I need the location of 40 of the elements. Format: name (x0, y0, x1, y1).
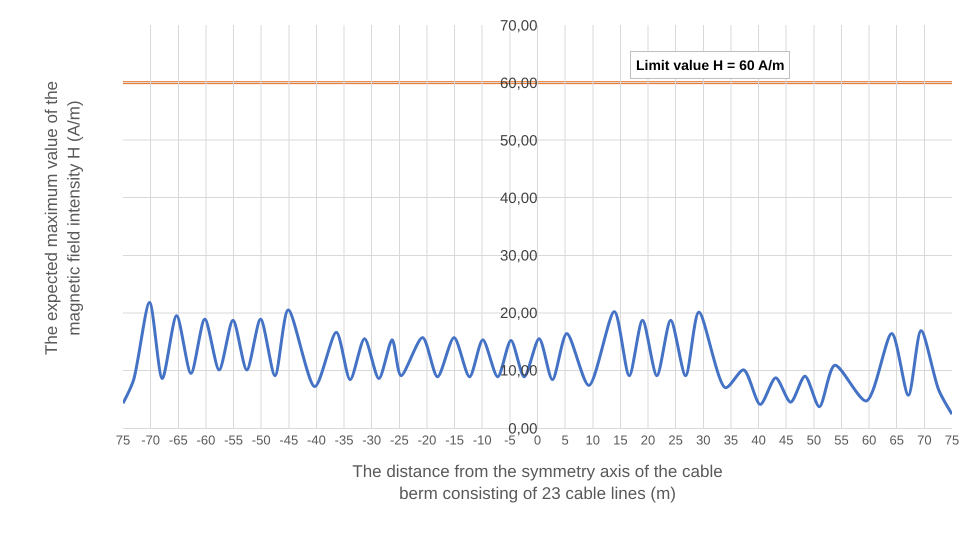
x-tick-label: -5 (504, 432, 516, 448)
ref-line-label: Limit value H = 60 A/m (636, 57, 784, 73)
x-tick-label: 70 (917, 432, 932, 448)
x-tick-label: -70 (141, 432, 160, 448)
y-tick-label: 20,00 (500, 305, 538, 322)
x-tick-label: -60 (196, 432, 216, 448)
line-series (123, 300, 952, 416)
x-tick-label: 15 (613, 432, 628, 448)
x-tick-label: -15 (445, 432, 464, 448)
x-tick-label: 40 (751, 432, 766, 448)
x-tick-label: -30 (362, 432, 382, 448)
x-tick-label: 10 (586, 432, 600, 448)
x-tick-label: -10 (472, 432, 492, 448)
x-tick-label: -65 (168, 432, 188, 448)
y-tick-label: 40,00 (500, 190, 538, 207)
x-tick-label: 0 (534, 432, 542, 448)
x-axis-title: The distance from the symmetry axis of the cable berm consisting of 23 cable lines (m) (352, 462, 723, 504)
x-tick-label: 65 (889, 432, 904, 448)
x-tick-label: 75 (116, 432, 130, 448)
x-tick-label: 5 (562, 432, 569, 448)
x-tick-label: 50 (806, 432, 822, 448)
x-tick-label: -45 (279, 432, 298, 448)
x-tick-label: 45 (778, 432, 794, 448)
x-tick-label: 30 (696, 432, 711, 448)
x-tick-label: 25 (668, 432, 683, 448)
x-tick-label: -35 (334, 432, 354, 448)
y-axis-title: The expected maximum value of the magnetic field intensity H (A/m) (42, 81, 84, 356)
x-tick-label: 20 (640, 432, 656, 448)
y-tick-label: 30,00 (500, 248, 538, 265)
x-tick-label: 75 (944, 432, 960, 448)
x-tick-label: -55 (224, 432, 243, 448)
x-tick-label: -20 (418, 432, 436, 448)
x-tick-label: -25 (390, 432, 409, 448)
x-tick-label: 55 (834, 432, 849, 448)
y-tick-label: 50,00 (500, 132, 538, 150)
x-tick-label: -50 (252, 432, 271, 448)
x-tick-label: 60 (862, 432, 876, 448)
y-tick-label: 70,00 (500, 17, 538, 34)
x-tick-label: -40 (307, 432, 326, 448)
x-tick-label: 35 (724, 432, 738, 448)
